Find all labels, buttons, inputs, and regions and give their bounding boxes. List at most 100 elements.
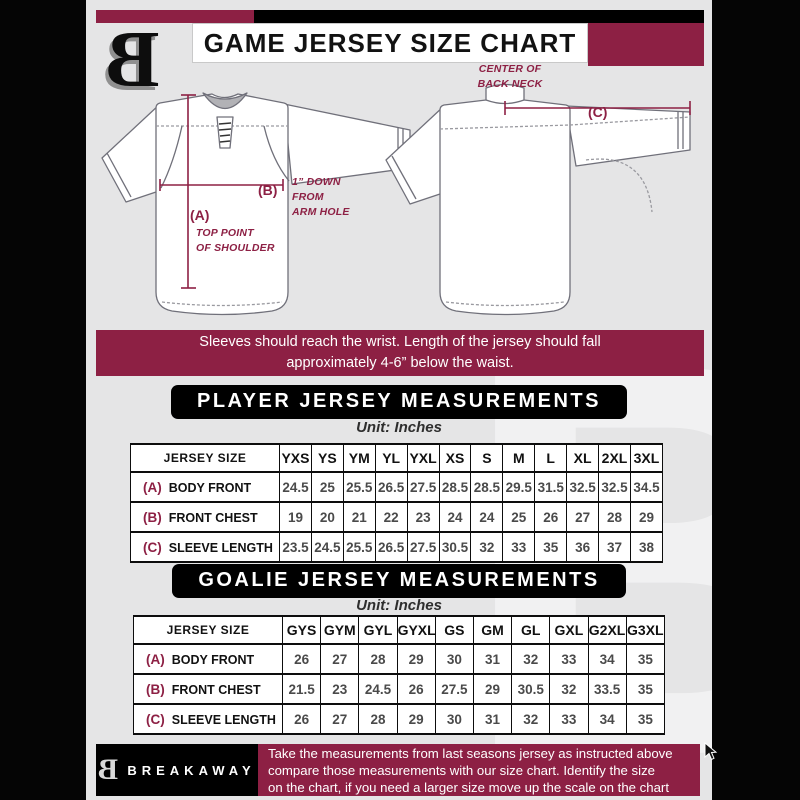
size-chart-page: B GAME JERSEY SIZE CHART B (86, 0, 712, 800)
measurement-cell: 28 (358, 703, 398, 735)
measurement-cell: 27.5 (406, 471, 440, 503)
table-row: (B) FRONT CHEST 19 20 21 22 23 24 24 25 26 27 28 29 (130, 501, 664, 533)
measurement-cell: 29 (472, 673, 513, 705)
player-unit-label: Unit: Inches (356, 419, 442, 436)
row-label: (A) BODY FRONT (130, 471, 280, 503)
measurement-cell: 35 (534, 531, 568, 563)
size-column-header: GYL (358, 615, 398, 645)
measurement-cell: 33 (549, 703, 589, 735)
measurement-cell: 28 (358, 643, 398, 675)
measurement-cell: 20 (310, 501, 344, 533)
jersey-size-header: JERSEY SIZE (130, 443, 280, 473)
measurement-cell: 26.5 (374, 531, 408, 563)
measurement-cell: 30.5 (511, 673, 551, 705)
measurement-cell: 24 (470, 501, 504, 533)
front-collar (202, 92, 248, 109)
measurement-cell: 32 (511, 643, 551, 675)
measurement-cell: 31 (472, 643, 513, 675)
header-band (96, 10, 704, 23)
footer-logo-icon: B (98, 753, 119, 786)
measure-key: (B) (146, 681, 165, 697)
footer-instructions: Take the measurements from last seasons … (258, 744, 700, 796)
measure-name: BODY FRONT (168, 480, 252, 495)
front-jersey-diagram (101, 92, 411, 316)
measurement-cell: 30.5 (438, 531, 472, 563)
measure-name: FRONT CHEST (168, 510, 258, 525)
table-row: (A) BODY FRONT 24.5 25 25.5 26.5 27.5 28.5 28.5 2… (130, 471, 664, 503)
jersey-size-header: JERSEY SIZE (133, 615, 283, 645)
measure-key: (C) (146, 711, 165, 727)
size-column-header: GXL (549, 615, 589, 645)
size-column-header: GYXL (396, 615, 436, 645)
measurement-cell: 29 (396, 703, 436, 735)
goalie-section-title-wrap: GOALIE JERSEY MEASUREMENTS (86, 564, 712, 598)
measurement-cell: 32 (511, 703, 551, 735)
measurement-cell: 25 (310, 471, 344, 503)
table-row: (A) BODY FRONT 26 27 28 29 30 31 32 33 34 35 (133, 643, 666, 675)
goalie-unit-label: Unit: Inches (356, 597, 442, 614)
measure-name: SLEEVE LENGTH (168, 540, 273, 555)
measurement-cell: 35 (625, 643, 666, 675)
size-column-header: XS (438, 443, 472, 473)
measure-key: (B) (143, 509, 162, 525)
size-column-header: YXS (279, 443, 312, 473)
back-jersey-diagram (385, 83, 691, 316)
size-column-header: YXL (406, 443, 440, 473)
row-label: (B) FRONT CHEST (130, 501, 280, 533)
measurement-cell: 24.5 (358, 673, 398, 705)
size-column-header: G3XL (625, 615, 666, 645)
measurement-cell: 32 (470, 531, 504, 563)
size-column-header: YS (310, 443, 344, 473)
size-column-header: 2XL (598, 443, 631, 473)
jersey-diagrams (101, 83, 691, 316)
measurement-cell: 26.5 (374, 471, 408, 503)
label-b: (B) (258, 182, 278, 198)
measurement-cell: 26 (396, 673, 436, 705)
goalie-section-title: GOALIE JERSEY MEASUREMENTS (172, 564, 626, 598)
table-row: (B) FRONT CHEST 21.5 23 24.5 26 27.5 29 30.5 32 33… (133, 673, 666, 705)
size-column-header: GS (434, 615, 474, 645)
player-section-title-wrap: PLAYER JERSEY MEASUREMENTS (86, 385, 712, 419)
measurement-cell: 27 (320, 703, 360, 735)
measure-line-c (504, 101, 691, 115)
measurement-cell: 24 (438, 501, 472, 533)
note-a: TOP POINT OF SHOULDER (196, 227, 275, 254)
measurement-cell: 24.5 (279, 471, 312, 503)
note-b: 1” DOWN FROM ARM HOLE (292, 176, 350, 218)
footer-instructions-text: Take the measurements from last seasons … (268, 745, 673, 795)
lace-placket (216, 116, 234, 149)
measure-name: FRONT CHEST (171, 682, 261, 697)
measurement-cell: 35 (625, 703, 666, 735)
size-column-header: GYM (320, 615, 360, 645)
measurement-cell: 31 (472, 703, 513, 735)
measure-key: (A) (143, 479, 162, 495)
measurement-cell: 25 (502, 501, 536, 533)
label-c: (C) (588, 104, 608, 120)
measurement-cell: 23.5 (279, 531, 312, 563)
measurement-cell: 26 (534, 501, 568, 533)
measurement-cell: 27.5 (406, 531, 440, 563)
measurement-cell: 29 (396, 643, 436, 675)
measurement-cell: 28 (598, 501, 631, 533)
measurement-cell: 26 (281, 643, 322, 675)
measurement-cell: 23 (406, 501, 440, 533)
row-label: (C) SLEEVE LENGTH (130, 531, 280, 563)
measurement-cell: 31.5 (534, 471, 568, 503)
size-column-header: 3XL (629, 443, 664, 473)
table-row: (C) SLEEVE LENGTH 23.5 24.5 25.5 26.5 27.5 30.5… (130, 531, 664, 563)
row-label: (B) FRONT CHEST (133, 673, 283, 705)
measurement-cell: 27.5 (434, 673, 474, 705)
size-column-header: YM (342, 443, 376, 473)
measurement-cell: 25.5 (342, 471, 376, 503)
measurement-cell: 23 (320, 673, 360, 705)
size-column-header: L (534, 443, 568, 473)
measurement-cell: 28.5 (470, 471, 504, 503)
size-column-header: XL (566, 443, 600, 473)
size-column-header: GL (511, 615, 551, 645)
size-column-header: GM (472, 615, 513, 645)
measurement-cell: 33 (549, 643, 589, 675)
measure-line-b (159, 179, 284, 191)
note-back-neck: CENTER OF BACK NECK (477, 63, 543, 90)
label-a: (A) (190, 207, 210, 223)
goalie-measurements-table: JERSEY SIZE GYS GYM GYL GYXL GS GM GL GXL G2XL G3X… (133, 615, 666, 735)
